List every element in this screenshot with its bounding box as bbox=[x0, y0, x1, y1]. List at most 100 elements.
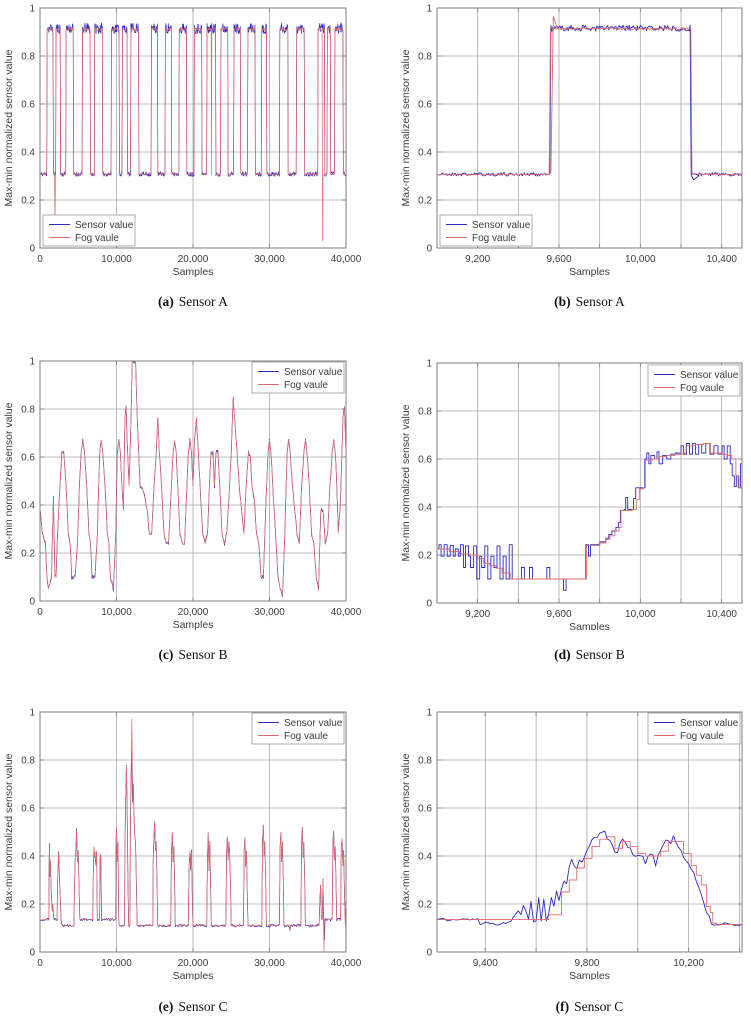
legend-label-fog: Fog vaule bbox=[680, 731, 724, 742]
x-tick-label: 10,000 bbox=[101, 254, 132, 265]
axes-box bbox=[436, 711, 743, 953]
legend-label-sensor: Sensor value bbox=[472, 220, 531, 231]
legend-box bbox=[439, 214, 533, 247]
y-tick-label: 0.8 bbox=[418, 407, 432, 418]
y-tick-label: 0.2 bbox=[418, 900, 432, 911]
y-tick-label: 0.2 bbox=[418, 551, 432, 562]
y-tick-label: 0.2 bbox=[418, 196, 432, 207]
y-tick-label: 0.6 bbox=[418, 455, 432, 466]
series-fog-vaule bbox=[40, 718, 346, 952]
legend: Sensor value Fog vaule bbox=[647, 712, 741, 745]
series-group bbox=[437, 15, 742, 181]
ticks bbox=[437, 7, 742, 249]
x-axis-label: Samples bbox=[173, 619, 214, 630]
x-tick-label: 10,400 bbox=[706, 609, 737, 620]
legend-box bbox=[251, 361, 345, 394]
y-axis-label: Max-min normalized sensor value bbox=[400, 49, 412, 206]
axes-box bbox=[436, 362, 743, 604]
y-tick-label: 1 bbox=[29, 4, 35, 15]
chart-f: 9,400 9,800 10,200 0 0.2 0.4 0.6 0.8 1 Samples Max… bbox=[400, 708, 743, 980]
y-axis-label: Max-min normalized sensor value bbox=[3, 49, 15, 206]
y-tick-label: 0 bbox=[29, 948, 35, 959]
grid bbox=[40, 712, 346, 952]
x-tick-label: 20,000 bbox=[178, 607, 209, 618]
legend-box bbox=[42, 214, 136, 247]
caption-a: (a) Sensor A bbox=[40, 294, 346, 310]
legend: Sensor value Fog vaule bbox=[647, 364, 741, 397]
x-tick-label: 10,000 bbox=[101, 607, 132, 618]
y-tick-label: 0.4 bbox=[418, 148, 432, 159]
y-axis-label: Max-min normalized sensor value bbox=[3, 402, 15, 559]
y-tick-label: 1 bbox=[29, 708, 35, 719]
y-tick-label: 0.8 bbox=[21, 756, 35, 767]
caption-d-label: (d) bbox=[554, 647, 571, 662]
legend-label-sensor: Sensor value bbox=[680, 718, 739, 729]
ticks bbox=[437, 362, 742, 604]
caption-d: (d) Sensor B bbox=[437, 647, 742, 663]
y-tick-label: 0.6 bbox=[21, 100, 35, 111]
y-tick-label: 0.8 bbox=[418, 52, 432, 63]
x-tick-label: 20,000 bbox=[178, 254, 209, 265]
y-axis-label: Max-min normalized sensor value bbox=[400, 404, 412, 561]
legend-label-fog: Fog vaule bbox=[472, 233, 516, 244]
caption-f-label: (f) bbox=[555, 999, 570, 1014]
x-tick-label: 40,000 bbox=[331, 958, 362, 969]
x-tick-label: 0 bbox=[37, 254, 43, 265]
series-fog-vaule bbox=[437, 442, 742, 580]
series-group bbox=[437, 830, 742, 926]
x-tick-label: 9,200 bbox=[465, 609, 490, 620]
y-tick-label: 0.6 bbox=[418, 804, 432, 815]
caption-f: (f) Sensor C bbox=[437, 999, 742, 1015]
series-fog-vaule bbox=[437, 15, 742, 176]
y-tick-label: 1 bbox=[426, 359, 432, 370]
y-tick-label: 1 bbox=[426, 708, 432, 719]
y-tick-label: 0.4 bbox=[418, 852, 432, 863]
x-axis-label: Samples bbox=[569, 621, 610, 630]
legend-box bbox=[647, 712, 741, 745]
x-tick-label: 30,000 bbox=[254, 254, 285, 265]
x-tick-label: 40,000 bbox=[331, 607, 362, 618]
y-tick-label: 0.4 bbox=[21, 148, 35, 159]
legend: Sensor value Fog vaule bbox=[251, 361, 345, 394]
legend-label-fog: Fog vaule bbox=[75, 233, 119, 244]
caption-c-text: Sensor B bbox=[178, 647, 228, 662]
chart-d: 9,200 9,600 10,000 10,400 0 0.2 0.4 0.6 0.8 1 Samp… bbox=[400, 359, 743, 630]
legend-label-sensor: Sensor value bbox=[680, 370, 739, 381]
y-tick-label: 1 bbox=[426, 4, 432, 15]
x-tick-label: 30,000 bbox=[254, 607, 285, 618]
y-tick-label: 0.4 bbox=[21, 501, 35, 512]
y-tick-label: 0.4 bbox=[418, 503, 432, 514]
y-tick-label: 0.6 bbox=[418, 100, 432, 111]
legend-box bbox=[647, 364, 741, 397]
legend-label-sensor: Sensor value bbox=[284, 718, 343, 729]
caption-e-text: Sensor C bbox=[178, 999, 228, 1014]
ticks bbox=[437, 711, 742, 953]
chart-b: 9,200 9,600 10,000 10,400 0 0.2 0.4 0.6 0.8 1 Samp… bbox=[400, 4, 743, 278]
series-fog-vaule bbox=[437, 836, 742, 925]
legend-label-fog: Fog vaule bbox=[680, 383, 724, 394]
grid bbox=[40, 8, 346, 248]
x-tick-label: 9,400 bbox=[473, 958, 498, 969]
y-axis-label: Max-min normalized sensor value bbox=[3, 753, 15, 910]
legend-label-fog: Fog vaule bbox=[284, 380, 328, 391]
y-tick-label: 0.2 bbox=[21, 900, 35, 911]
chart-e: 0 10,000 20,000 30,000 40,000 0 0.2 0.4 0.6 0.8 1 S… bbox=[3, 708, 362, 981]
x-tick-label: 10,000 bbox=[625, 254, 656, 265]
legend-label-sensor: Sensor value bbox=[75, 220, 134, 231]
y-tick-label: 0.8 bbox=[21, 405, 35, 416]
y-tick-label: 0 bbox=[29, 597, 35, 608]
caption-c-label: (c) bbox=[158, 647, 174, 662]
x-tick-label: 10,000 bbox=[625, 609, 656, 620]
caption-b-text: Sensor A bbox=[575, 294, 625, 309]
caption-f-text: Sensor C bbox=[574, 999, 624, 1014]
series-sensor-value bbox=[437, 24, 742, 181]
x-tick-label: 10,400 bbox=[706, 254, 737, 265]
y-axis-label: Max-min normalized sensor value bbox=[400, 753, 412, 910]
axes-box bbox=[436, 7, 743, 249]
chart-c: 0 10,000 20,000 30,000 40,000 0 0.2 0.4 0.6 0.8 1 S… bbox=[3, 357, 362, 631]
series-group bbox=[40, 718, 346, 952]
x-tick-label: 9,200 bbox=[465, 254, 490, 265]
grid bbox=[437, 712, 742, 952]
x-axis-label: Samples bbox=[569, 266, 610, 278]
legend: Sensor value Fog vaule bbox=[251, 712, 345, 745]
